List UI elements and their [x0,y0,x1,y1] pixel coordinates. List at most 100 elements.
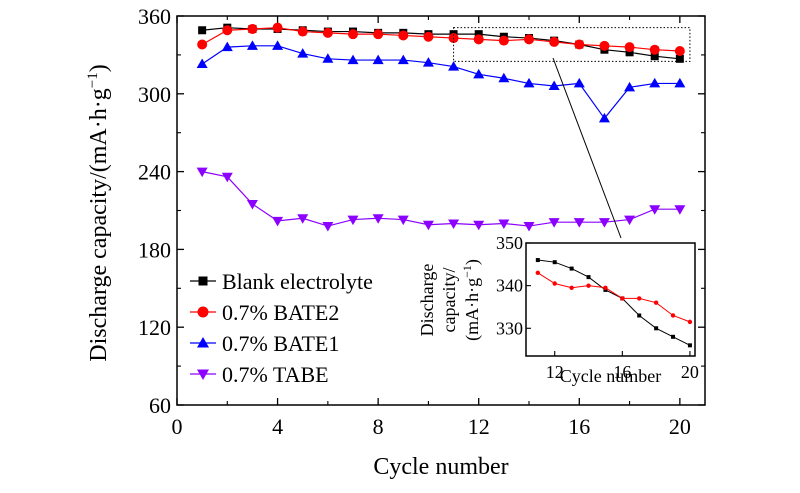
data-point [574,39,585,50]
data-point [422,57,434,67]
data-point [549,36,560,47]
inset-data-point [535,258,540,263]
data-point [322,27,333,38]
inset-y-tick-label: 350 [496,233,523,253]
data-point [221,41,233,52]
data-point [674,205,686,215]
data-point [247,23,258,34]
data-point [473,220,485,231]
inset-data-point [552,281,557,286]
inset-background [524,240,698,358]
y-axis-title-main: Discharge capacity/(mA·h·g [86,88,112,361]
inset-data-point [586,275,591,280]
y-tick-label: 60 [149,393,171,418]
data-point [598,218,610,228]
data-point [649,44,660,55]
x-tick-label: 0 [172,414,183,439]
x-tick-label: 8 [373,414,384,439]
data-point [448,219,460,229]
data-point [473,68,485,79]
inset-y-tick-label: 330 [496,318,523,338]
data-point [498,219,510,229]
data-point [373,29,384,40]
x-tick-label: 20 [669,414,691,439]
data-point [397,215,409,226]
zoom-box [453,27,691,62]
data-point [498,72,510,83]
data-point [523,222,535,232]
inset-series-line [537,259,691,346]
legend-marker [198,276,208,286]
data-point [649,77,661,88]
data-point [246,40,258,50]
inset-series-line [537,272,691,323]
data-point [198,26,207,35]
data-point [322,222,334,232]
data-point [348,29,358,40]
inset-data-point [586,283,591,288]
inset-y-axis-title-line2: capacity/ [439,268,459,333]
data-point [221,172,233,183]
data-point [498,35,509,46]
data-point [649,205,661,215]
inset-data-point [637,313,642,318]
series-line [202,171,680,227]
legend-label: 0.7% TABE [222,362,329,387]
data-point [397,54,409,65]
series-line [201,45,680,120]
data-point [674,77,686,88]
data-point [322,53,334,63]
data-point [347,215,359,226]
inset-x-tick-label: 16 [613,362,631,382]
data-point [624,215,636,226]
data-point [599,40,610,51]
inset-data-point [620,296,625,301]
inset-data-point [687,319,693,325]
data-point [625,48,634,57]
x-tick-label: 4 [272,414,283,439]
legend: Blank electrolyte 0.7% BATE2 0.7% BATE1 0.7… [190,269,373,387]
data-point [272,40,284,50]
data-point [548,80,560,91]
inset-x-axis-title: Cycle number [560,366,661,386]
inset-data-point [569,266,574,271]
data-point [422,220,434,231]
data-point [573,77,585,88]
y-tick-label: 180 [138,237,171,262]
data-point [548,218,560,228]
data-point [272,22,283,33]
y-tick-label: 120 [138,315,171,340]
y-axis-title: Discharge capacity/(mA·h·g−1) [85,64,112,361]
legend-marker [197,337,209,348]
data-point [196,58,208,68]
data-point [675,54,684,63]
data-point [524,34,534,45]
inset-y-axis-title-line3: (mA·h·g−1) [460,259,483,341]
inset-data-point [654,326,659,331]
inset-x-tick-label: 20 [681,362,699,382]
inset-data-point [535,270,541,276]
inset-data-point [687,343,692,348]
inset-data-point [637,296,642,301]
data-point [650,52,659,61]
y-tick-label: 360 [138,4,171,29]
data-point [474,30,483,39]
inset-frame [525,242,696,357]
inset-plot: 12 16 20 330 340 350 Cycle number Discharge capa… [417,57,699,386]
inset-y-tick-label: 340 [496,276,523,296]
legend-marker [197,369,209,380]
x-tick-label: 12 [468,414,490,439]
data-point [674,46,685,57]
legend-label: 0.7% BATE2 [222,300,339,325]
data-point [372,54,384,65]
data-point [347,54,359,65]
legend-label: 0.7% BATE1 [222,331,339,356]
data-point [222,25,233,36]
legend-label: Blank electrolyte [222,269,373,294]
data-point [297,26,308,37]
data-point [598,112,610,123]
y-axis-title-close: ) [86,64,112,72]
inset-data-point [552,260,557,265]
data-point [573,218,585,228]
